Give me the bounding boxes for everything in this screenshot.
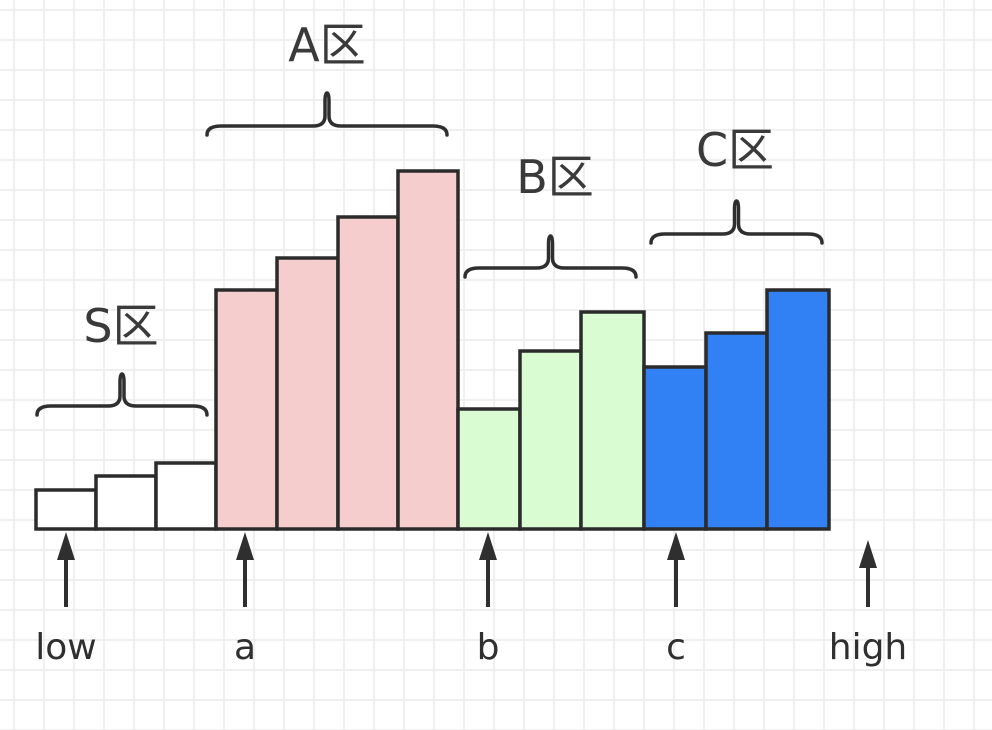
brace-c xyxy=(649,199,824,245)
bar-b-8 xyxy=(456,407,522,531)
bar-s-3 xyxy=(154,461,218,531)
bar-s-1 xyxy=(34,488,98,531)
bar-c-11 xyxy=(642,365,708,531)
region-label-s: S区 xyxy=(83,299,158,353)
pointer-label-b: b xyxy=(477,627,500,668)
pointer-arrow-group xyxy=(57,532,877,607)
arrow-head-icon xyxy=(57,532,75,560)
bar-a-5 xyxy=(275,256,340,531)
bar-a-7 xyxy=(396,169,460,531)
pointer-label-c: c xyxy=(666,627,686,668)
pointer-label-high: high xyxy=(829,627,908,668)
arrow-head-icon xyxy=(859,540,877,568)
bar-c-13 xyxy=(765,288,831,531)
pointer-label-a: a xyxy=(234,627,256,668)
region-label-a: A区 xyxy=(288,18,365,72)
bar-b-9 xyxy=(518,349,583,531)
bar-c-12 xyxy=(704,331,769,531)
region-label-b: B区 xyxy=(516,150,594,204)
brace-s xyxy=(35,372,209,417)
bar-b-10 xyxy=(579,310,646,531)
brace-group xyxy=(35,91,824,417)
pointer-label-group: low a b c high xyxy=(35,627,907,668)
brace-a xyxy=(205,91,449,137)
brace-b xyxy=(463,234,638,279)
arrow-head-icon xyxy=(236,532,254,560)
bar-s-2 xyxy=(94,474,158,531)
arrow-head-icon xyxy=(479,532,497,560)
pointer-label-low: low xyxy=(35,627,96,668)
bar-group xyxy=(34,169,831,531)
region-label-group: S区 A区 B区 C区 xyxy=(83,18,774,353)
bar-a-6 xyxy=(336,215,400,531)
bar-a-4 xyxy=(214,288,279,531)
arrow-head-icon xyxy=(667,532,685,560)
region-label-c: C区 xyxy=(696,123,774,177)
